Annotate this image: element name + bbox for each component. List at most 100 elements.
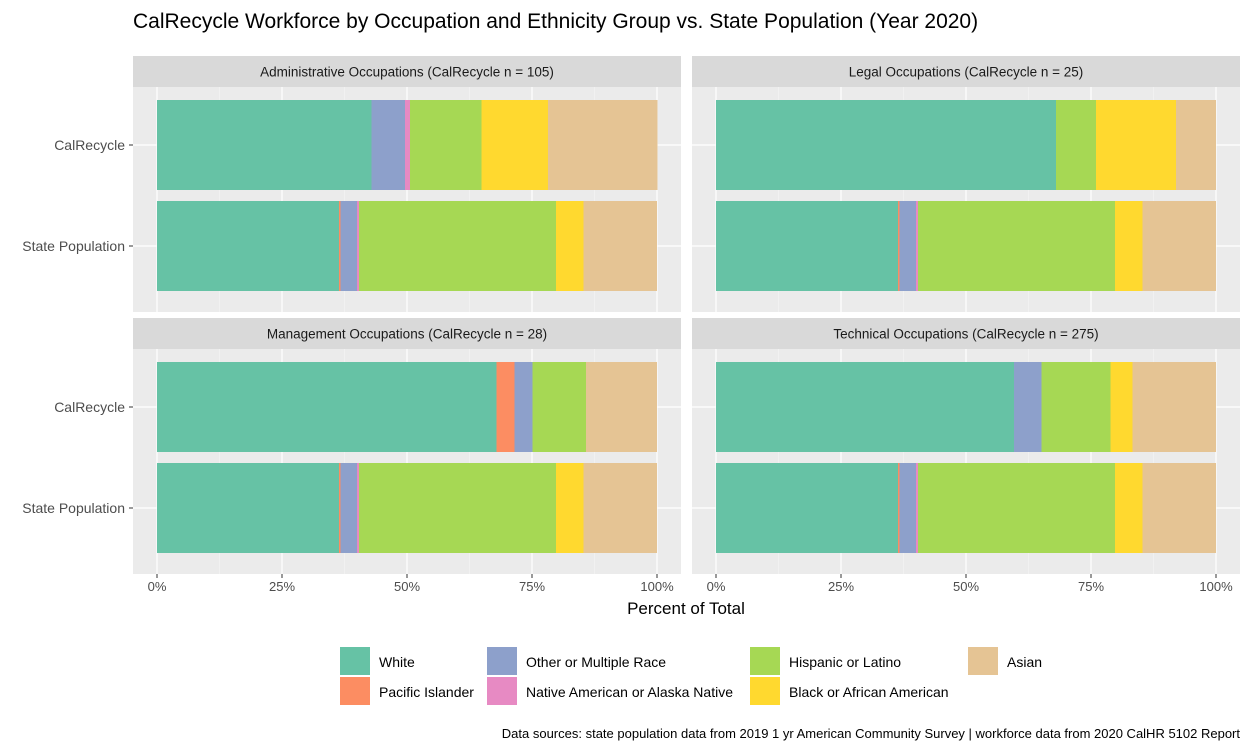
- bar-segment-state-population-pacific-islander: [898, 201, 900, 291]
- bar-segment-state-population-other-or-multiple-race: [340, 201, 357, 291]
- facet-strip-label: Legal Occupations (CalRecycle n = 25): [849, 65, 1084, 80]
- legend-swatch: [750, 647, 780, 675]
- legend-label: Other or Multiple Race: [526, 654, 666, 670]
- legend-label: White: [379, 654, 415, 670]
- bar-segment-calrecycle-white: [157, 100, 372, 190]
- bar-segment-calrecycle-white: [716, 362, 1014, 452]
- bar-segment-calrecycle-native-american-or-alaska-native: [405, 100, 410, 190]
- facet-strip: [692, 318, 1240, 349]
- x-tick-label: 0%: [707, 579, 726, 594]
- bar-segment-state-population-black-or-african-american: [556, 463, 584, 553]
- bar-segment-state-population-asian: [1142, 463, 1216, 553]
- bar-segment-calrecycle-black-or-african-american: [481, 100, 548, 190]
- bar-segment-state-population-other-or-multiple-race: [340, 463, 357, 553]
- bar-segment-calrecycle-hispanic-or-latino: [532, 362, 586, 452]
- bar-segment-state-population-black-or-african-american: [556, 201, 584, 291]
- bar-segment-state-population-white: [157, 463, 339, 553]
- legend-item-pacific-islander: Pacific Islander: [340, 677, 474, 705]
- legend-swatch: [750, 677, 780, 705]
- x-tick-label: 100%: [640, 579, 674, 594]
- chart-title: CalRecycle Workforce by Occupation and E…: [133, 10, 978, 33]
- x-tick-label: 50%: [394, 579, 420, 594]
- bar-segment-calrecycle-asian: [586, 362, 657, 452]
- facet-strip: [133, 318, 681, 349]
- legend: White Pacific Islander Other or Multiple R…: [340, 647, 1042, 705]
- bar-segment-calrecycle-asian: [1132, 362, 1216, 452]
- legend-label: Asian: [1007, 654, 1042, 670]
- facet-strip: [692, 56, 1240, 87]
- y-tick-label: CalRecycle: [54, 137, 125, 153]
- bar-segment-state-population-pacific-islander: [339, 201, 341, 291]
- bar-segment-state-population-hispanic-or-latino: [359, 463, 556, 553]
- x-axis-title: Percent of Total: [627, 599, 745, 618]
- facet-strip-label: Administrative Occupations (CalRecycle n…: [260, 65, 554, 80]
- legend-swatch: [968, 647, 998, 675]
- bar-segment-state-population-native-american-or-alaska-native: [916, 463, 918, 553]
- bar-segment-state-population-other-or-multiple-race: [899, 201, 916, 291]
- y-tick-label: CalRecycle: [54, 399, 125, 415]
- legend-label: Black or African American: [789, 684, 949, 700]
- y-tick-label: State Population: [22, 238, 125, 254]
- bar-segment-state-population-asian: [583, 463, 657, 553]
- legend-item-other-or-multiple-race: Other or Multiple Race: [487, 647, 666, 675]
- facet-strip: [133, 56, 681, 87]
- bar-segment-calrecycle-black-or-african-american: [1096, 100, 1176, 190]
- x-tick-label: 75%: [519, 579, 545, 594]
- x-tick-label: 75%: [1078, 579, 1104, 594]
- legend-label: Hispanic or Latino: [789, 654, 901, 670]
- legend-swatch: [487, 677, 517, 705]
- panel-management-occupations: Management Occupations (CalRecycle n = 2…: [22, 318, 681, 594]
- x-tick-label: 25%: [828, 579, 854, 594]
- legend-label: Native American or Alaska Native: [526, 684, 733, 700]
- bar-segment-calrecycle-pacific-islander: [496, 362, 515, 452]
- bar-segment-state-population-white: [716, 463, 898, 553]
- legend-label: Pacific Islander: [379, 684, 474, 700]
- bar-segment-calrecycle-hispanic-or-latino: [1056, 100, 1096, 190]
- bar-segment-state-population-black-or-african-american: [1115, 201, 1143, 291]
- bar-segment-calrecycle-other-or-multiple-race: [514, 362, 533, 452]
- chart-caption: Data sources: state population data from…: [502, 726, 1241, 741]
- bar-segment-calrecycle-asian: [1176, 100, 1216, 190]
- bar-segment-state-population-native-american-or-alaska-native: [916, 201, 918, 291]
- legend-swatch: [340, 677, 370, 705]
- panel-legal-occupations: Legal Occupations (CalRecycle n = 25): [692, 56, 1240, 312]
- bar-segment-state-population-pacific-islander: [898, 463, 900, 553]
- y-tick-label: State Population: [22, 500, 125, 516]
- bar-segment-calrecycle-black-or-african-american: [1110, 362, 1133, 452]
- bar-segment-calrecycle-hispanic-or-latino: [1041, 362, 1111, 452]
- bar-segment-state-population-native-american-or-alaska-native: [357, 463, 359, 553]
- legend-item-native-american-or-alaska-native: Native American or Alaska Native: [487, 677, 733, 705]
- bar-segment-calrecycle-white: [157, 362, 497, 452]
- x-tick-label: 0%: [148, 579, 167, 594]
- bar-segment-calrecycle-other-or-multiple-race: [1014, 362, 1042, 452]
- legend-item-white: White: [340, 647, 415, 675]
- bar-segment-state-population-pacific-islander: [339, 463, 341, 553]
- bar-segment-state-population-other-or-multiple-race: [899, 463, 916, 553]
- legend-swatch: [487, 647, 517, 675]
- facet-strip-label: Management Occupations (CalRecycle n = 2…: [267, 327, 547, 342]
- x-tick-label: 100%: [1199, 579, 1233, 594]
- bar-segment-state-population-white: [157, 201, 339, 291]
- legend-item-asian: Asian: [968, 647, 1042, 675]
- x-tick-label: 50%: [953, 579, 979, 594]
- panel-administrative-occupations: Administrative Occupations (CalRecycle n…: [22, 56, 681, 312]
- panel-technical-occupations: Technical Occupations (CalRecycle n = 27…: [692, 318, 1240, 594]
- bar-segment-state-population-asian: [583, 201, 657, 291]
- bar-segment-calrecycle-other-or-multiple-race: [371, 100, 405, 190]
- bar-segment-calrecycle-asian: [548, 100, 658, 190]
- x-tick-label: 25%: [269, 579, 295, 594]
- bar-segment-state-population-hispanic-or-latino: [359, 201, 556, 291]
- bar-segment-state-population-black-or-african-american: [1115, 463, 1143, 553]
- legend-swatch: [340, 647, 370, 675]
- bar-segment-calrecycle-white: [716, 100, 1056, 190]
- legend-item-black-or-african-american: Black or African American: [750, 677, 949, 705]
- bar-segment-state-population-native-american-or-alaska-native: [357, 201, 359, 291]
- bar-segment-state-population-asian: [1142, 201, 1216, 291]
- legend-item-hispanic-or-latino: Hispanic or Latino: [750, 647, 901, 675]
- facet-strip-label: Technical Occupations (CalRecycle n = 27…: [833, 327, 1098, 342]
- bar-segment-state-population-white: [716, 201, 898, 291]
- bar-segment-state-population-hispanic-or-latino: [918, 463, 1115, 553]
- bar-segment-state-population-hispanic-or-latino: [918, 201, 1115, 291]
- bar-segment-calrecycle-hispanic-or-latino: [410, 100, 482, 190]
